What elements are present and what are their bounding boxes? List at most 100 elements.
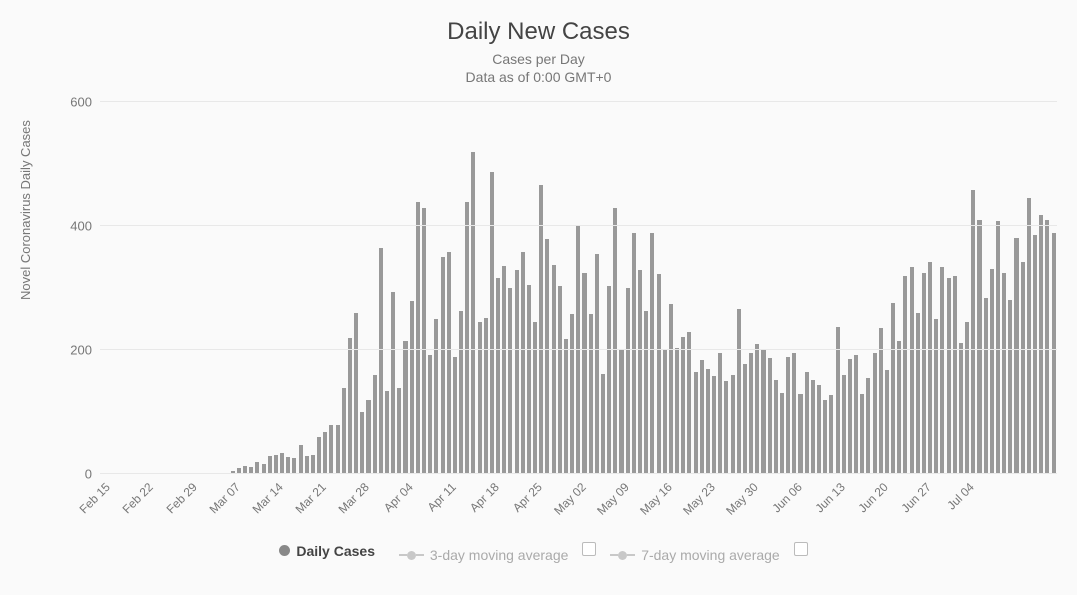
bar[interactable] — [484, 318, 488, 474]
bar[interactable] — [669, 304, 673, 475]
bar[interactable] — [823, 400, 827, 474]
bar[interactable] — [515, 270, 519, 475]
bar[interactable] — [453, 357, 457, 475]
bar[interactable] — [638, 270, 642, 475]
bar[interactable] — [1033, 235, 1037, 474]
bar[interactable] — [626, 288, 630, 474]
bar[interactable] — [286, 457, 290, 474]
bar[interactable] — [459, 311, 463, 475]
bar[interactable] — [397, 388, 401, 475]
bar[interactable] — [564, 339, 568, 474]
bar[interactable] — [527, 285, 531, 474]
bar[interactable] — [805, 372, 809, 474]
bar[interactable] — [811, 380, 815, 474]
bar[interactable] — [910, 267, 914, 474]
bar[interactable] — [1008, 300, 1012, 475]
bar[interactable] — [589, 314, 593, 474]
bar[interactable] — [385, 391, 389, 475]
bar[interactable] — [774, 380, 778, 474]
bar[interactable] — [292, 458, 296, 474]
legend-item-daily-cases[interactable]: Daily Cases — [279, 543, 375, 559]
bar[interactable] — [410, 301, 414, 475]
bar[interactable] — [632, 233, 636, 475]
bar[interactable] — [934, 319, 938, 474]
bar[interactable] — [613, 208, 617, 475]
bar[interactable] — [928, 262, 932, 474]
bar[interactable] — [595, 254, 599, 474]
bar[interactable] — [792, 353, 796, 474]
bar[interactable] — [891, 303, 895, 474]
bar[interactable] — [1045, 220, 1049, 474]
bar[interactable] — [317, 437, 321, 474]
bar[interactable] — [1002, 273, 1006, 475]
bar[interactable] — [694, 372, 698, 474]
bar[interactable] — [348, 338, 352, 474]
bar[interactable] — [959, 343, 963, 474]
bar[interactable] — [940, 267, 944, 474]
bar[interactable] — [829, 395, 833, 474]
bar[interactable] — [268, 456, 272, 475]
bar[interactable] — [675, 348, 679, 474]
bar[interactable] — [403, 341, 407, 474]
bar[interactable] — [873, 353, 877, 474]
bar[interactable] — [1021, 262, 1025, 474]
bar[interactable] — [558, 286, 562, 474]
bar[interactable] — [342, 388, 346, 475]
bar[interactable] — [311, 455, 315, 475]
bar[interactable] — [496, 278, 500, 474]
bar[interactable] — [848, 359, 852, 474]
bar[interactable] — [601, 374, 605, 474]
bar[interactable] — [965, 322, 969, 475]
bar[interactable] — [545, 239, 549, 475]
legend-checkbox-3day[interactable] — [582, 542, 596, 556]
bar[interactable] — [1014, 238, 1018, 475]
bar[interactable] — [947, 278, 951, 474]
bar[interactable] — [718, 353, 722, 475]
bar[interactable] — [582, 273, 586, 475]
bar[interactable] — [916, 313, 920, 474]
bar[interactable] — [842, 375, 846, 474]
bar[interactable] — [416, 202, 420, 475]
bar[interactable] — [706, 369, 710, 474]
bar[interactable] — [1039, 215, 1043, 474]
bar[interactable] — [885, 370, 889, 474]
bar[interactable] — [465, 202, 469, 475]
bar[interactable] — [521, 252, 525, 474]
bar[interactable] — [366, 400, 370, 474]
bar[interactable] — [737, 309, 741, 475]
bar[interactable] — [570, 314, 574, 474]
bar[interactable] — [663, 350, 667, 474]
bar[interactable] — [817, 385, 821, 474]
bar[interactable] — [502, 266, 506, 474]
bar[interactable] — [576, 226, 580, 474]
bar[interactable] — [607, 286, 611, 474]
bar[interactable] — [373, 375, 377, 474]
bar[interactable] — [712, 376, 716, 474]
bar[interactable] — [971, 190, 975, 474]
bar[interactable] — [478, 322, 482, 475]
bar[interactable] — [1052, 233, 1056, 475]
bar[interactable] — [422, 208, 426, 475]
bar[interactable] — [700, 360, 704, 475]
bar[interactable] — [990, 269, 994, 475]
bar[interactable] — [552, 265, 556, 474]
bar[interactable] — [323, 432, 327, 474]
bar[interactable] — [780, 393, 784, 475]
bar[interactable] — [539, 185, 543, 474]
bar[interactable] — [922, 273, 926, 475]
bar[interactable] — [305, 456, 309, 475]
bar[interactable] — [471, 152, 475, 474]
bar[interactable] — [866, 378, 870, 474]
bar[interactable] — [508, 288, 512, 474]
bar[interactable] — [977, 220, 981, 474]
bar[interactable] — [299, 445, 303, 475]
bar[interactable] — [619, 350, 623, 474]
bar[interactable] — [768, 358, 772, 475]
bar[interactable] — [274, 455, 278, 475]
bar[interactable] — [681, 337, 685, 475]
bar[interactable] — [724, 381, 728, 474]
bar[interactable] — [280, 453, 284, 475]
bar[interactable] — [441, 257, 445, 474]
legend-item-7day-avg[interactable]: 7-day moving average — [610, 547, 780, 563]
bar[interactable] — [854, 355, 858, 475]
